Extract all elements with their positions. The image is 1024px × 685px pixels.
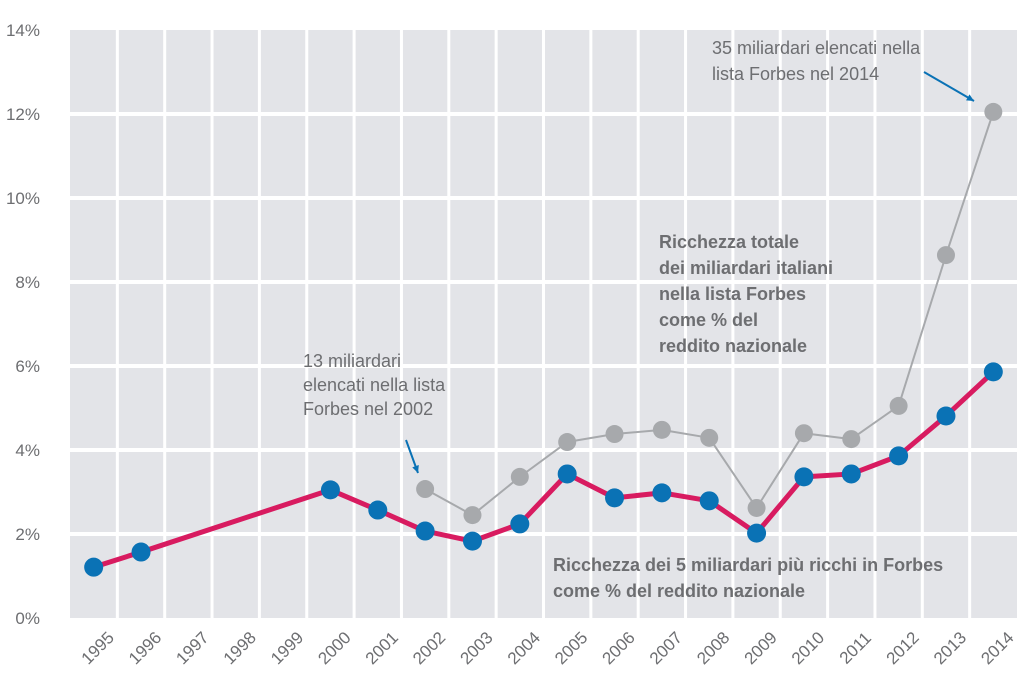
y-axis: 0% 2% 4% 6% 8% 10% 12% 14% [6,21,40,628]
x-tick-label: 2011 [836,628,875,667]
data-point-total [605,425,624,444]
data-point-top5 [84,557,104,577]
x-tick-label: 1998 [220,628,260,668]
data-point-top5 [605,488,625,508]
data-point-total [984,102,1003,121]
x-tick-label: 1995 [78,628,118,668]
label-line: come % del [659,310,758,330]
x-axis: 1995 1996 1997 1998 1999 2000 2001 2002 2003 2004… [78,628,1018,668]
data-point-total [936,246,955,265]
label-line: reddito nazionale [659,336,807,356]
data-point-total [889,396,908,415]
arrow-icon-head [966,94,974,101]
data-point-top5 [747,523,767,543]
label-line: Ricchezza totale [659,232,799,252]
x-tick-label: 2003 [456,628,496,668]
x-tick-label: 1999 [267,628,307,668]
x-tick-label: 2005 [551,628,591,668]
series-label-top5: Ricchezza dei 5 miliardari più ricchi in… [553,555,943,601]
data-point-top5 [368,500,388,520]
y-tick-label: 10% [6,189,40,208]
data-point-total [463,506,482,525]
y-tick-label: 14% [6,21,40,40]
x-tick-label: 2009 [741,628,781,668]
label-line: Forbes nel 2002 [303,399,433,419]
label-line: elencati nella lista [303,375,446,395]
arrow-icon [923,71,975,102]
data-point-top5 [652,483,672,503]
data-point-total [652,420,671,439]
x-tick-label: 2008 [693,628,733,668]
data-point-total [510,467,529,486]
label-line: nella lista Forbes [659,284,806,304]
y-tick-label: 2% [15,525,40,544]
data-point-top5 [699,491,719,511]
x-tick-label: 2004 [504,628,544,668]
data-point-top5 [557,464,577,484]
data-point-top5 [415,521,435,541]
x-tick-label: 2002 [409,628,449,668]
label-line: come % del reddito nazionale [553,581,805,601]
data-point-top5 [983,362,1003,382]
data-point-total [700,428,719,447]
y-tick-label: 6% [15,357,40,376]
data-point-top5 [510,514,530,534]
annotations: Ricchezza dei 5 miliardari più ricchi in… [303,38,975,601]
data-point-total [794,424,813,443]
label-line: dei miliardari italiani [659,258,833,278]
label-line: 35 miliardari elencati nella [712,38,921,58]
annotation-2002: 13 miliardari elencati nella lista Forbes … [303,351,446,419]
x-tick-label: 2014 [977,628,1017,668]
label-line: Ricchezza dei 5 miliardari più ricchi in… [553,555,943,575]
x-tick-label: 2013 [930,628,970,668]
x-tick-label: 2007 [646,628,686,668]
series-lines [84,102,1003,577]
x-tick-label: 1997 [172,628,212,668]
data-point-top5 [462,531,482,551]
data-point-top5 [936,406,956,426]
data-point-top5 [841,464,861,484]
x-tick-label: 2010 [788,628,828,668]
x-tick-label: 2006 [599,628,639,668]
x-tick-label: 1996 [125,628,165,668]
x-tick-label: 2000 [314,628,354,668]
label-line: 13 miliardari [303,351,401,371]
y-tick-label: 0% [15,609,40,628]
data-point-top5 [794,467,814,487]
y-tick-label: 8% [15,273,40,292]
annotation-2014: 35 miliardari elencati nella lista Forbes… [712,38,921,84]
data-point-total [558,433,577,452]
plot-grid [70,30,1017,618]
series-label-total: Ricchezza totale dei miliardari italiani n… [659,232,833,356]
x-tick-label: 2012 [883,628,923,668]
data-point-total [747,498,766,517]
x-tick-label: 2001 [362,628,402,668]
data-point-total [416,480,435,499]
data-point-top5 [889,446,909,466]
y-tick-label: 4% [15,441,40,460]
data-point-total [842,430,861,449]
data-point-top5 [131,542,151,562]
label-line: lista Forbes nel 2014 [712,64,879,84]
data-point-top5 [320,480,340,500]
y-tick-label: 12% [6,105,40,124]
arrow-icon-head [412,465,419,473]
